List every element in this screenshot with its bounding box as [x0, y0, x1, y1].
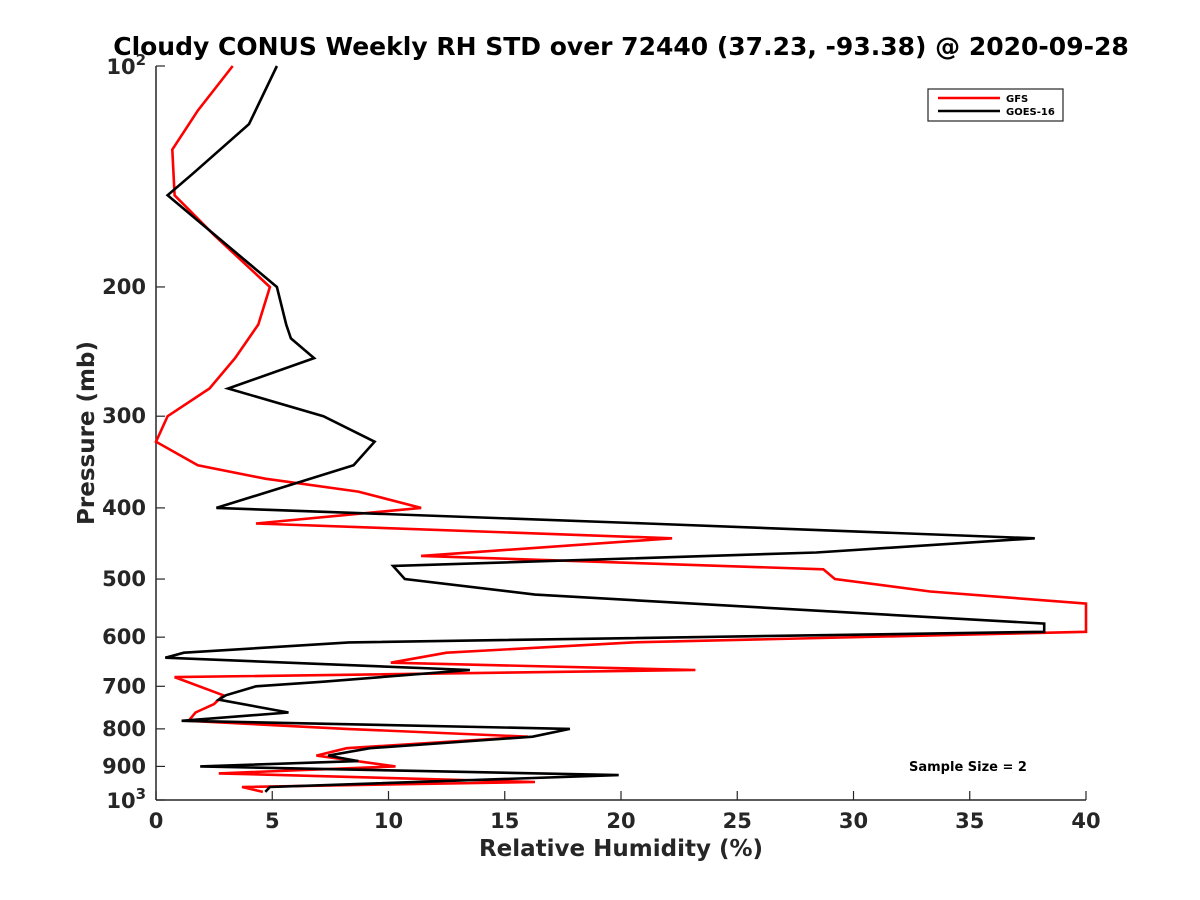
axes: 0 5 10 15 20 25 30 35 40 200 300 400 500 600 700 800 900…: [102, 51, 1100, 833]
y-decade-base: 10: [106, 789, 135, 813]
x-tick-label: 5: [265, 809, 280, 833]
x-tick-label: 15: [490, 809, 519, 833]
y-tick-label: 300: [102, 404, 146, 428]
y-decade-exponent: 3: [136, 785, 146, 803]
series-layer: [154, 65, 1088, 794]
y-decade-exponent: 2: [136, 51, 146, 69]
x-tick-label: 25: [723, 809, 752, 833]
y-decade-label: 103: [106, 785, 146, 813]
y-tick-label: 500: [102, 567, 146, 591]
x-tick-label: 35: [955, 809, 984, 833]
x-tick-label: 30: [839, 809, 868, 833]
y-decade-base: 10: [106, 55, 135, 79]
sample-size-annotation: Sample Size = 2: [909, 760, 1027, 775]
y-axis-label: Pressure (mb): [74, 341, 100, 525]
plot-background: [156, 66, 1086, 800]
x-tick-label: 40: [1071, 809, 1100, 833]
legend-label: GOES-16: [1006, 107, 1055, 118]
chart-title: Cloudy CONUS Weekly RH STD over 72440 (3…: [113, 32, 1129, 61]
x-tick-label: 0: [149, 809, 164, 833]
series-line-goes-16: [164, 65, 1046, 793]
y-tick-label: 400: [102, 496, 146, 520]
x-tick-label: 10: [374, 809, 403, 833]
y-tick-label: 200: [102, 275, 146, 299]
x-tick-label: 20: [606, 809, 635, 833]
y-tick-label: 900: [102, 754, 146, 778]
plot-area: [156, 66, 1086, 800]
y-tick-label: 600: [102, 625, 146, 649]
legend-box: [927, 88, 1064, 122]
y-decade-label: 102: [106, 51, 146, 79]
legend: GFS GOES-16: [927, 88, 1064, 122]
legend-label: GFS: [1006, 94, 1028, 105]
y-tick-label: 800: [102, 717, 146, 741]
y-tick-label: 700: [102, 674, 146, 698]
x-axis-label: Relative Humidity (%): [479, 836, 763, 862]
